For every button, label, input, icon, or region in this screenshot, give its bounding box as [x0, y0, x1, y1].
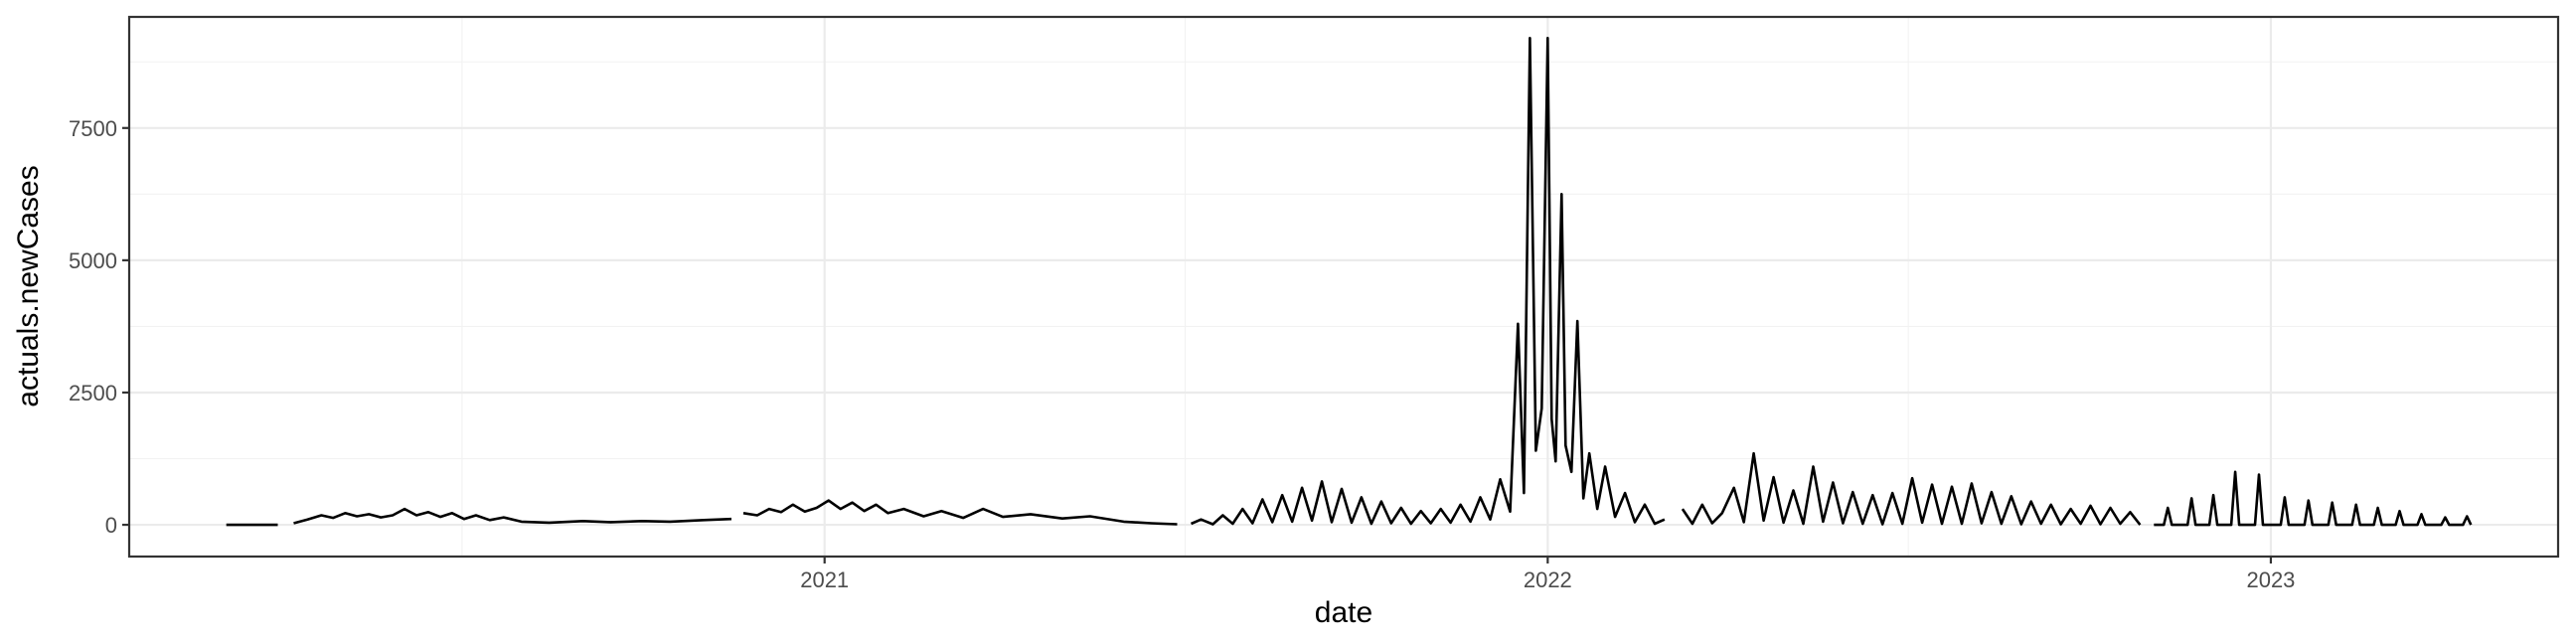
series-line-segment: [742, 499, 1178, 526]
x-tick-label: 2023: [2246, 567, 2295, 592]
major-gridlines: [129, 17, 2558, 557]
y-tick-label: 0: [105, 513, 117, 538]
x-axis: 2021 2022 2023: [800, 557, 2295, 592]
plot-background: [129, 17, 2558, 557]
y-tick-label: 5000: [69, 248, 117, 273]
minor-gridlines: [129, 17, 2558, 557]
x-tick-label: 2021: [800, 567, 849, 592]
y-axis-title: actuals.newCases: [12, 165, 45, 406]
x-axis-title: date: [1315, 596, 1372, 629]
y-axis: 0 2500 5000 7500: [69, 116, 129, 538]
y-tick-label: 7500: [69, 116, 117, 141]
series-line-segment: [1681, 451, 2142, 526]
series-line-segment: [293, 507, 732, 525]
y-tick-label: 2500: [69, 381, 117, 405]
series-line-segment: [1190, 36, 1666, 526]
series-line-segment: [2154, 470, 2473, 527]
plot-border: [127, 15, 2560, 559]
x-tick-label: 2022: [1524, 567, 1572, 592]
series-layer: [226, 36, 2473, 527]
